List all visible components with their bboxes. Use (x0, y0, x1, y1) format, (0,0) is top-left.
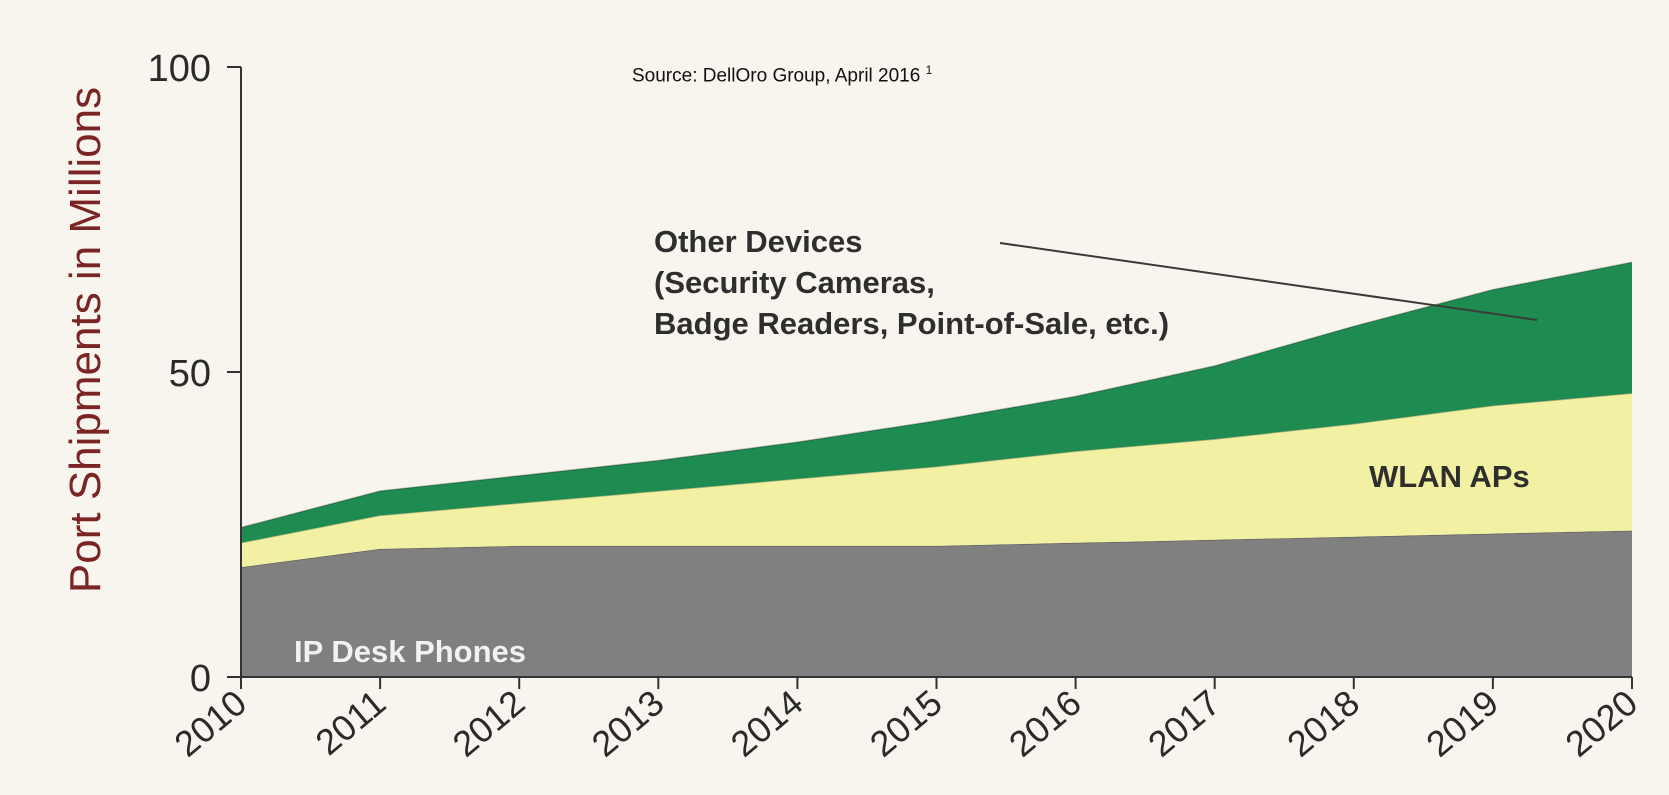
x-tick-label: 2012 (445, 682, 533, 765)
x-tick-label: 2011 (308, 682, 394, 763)
annotation-wlan: WLAN APs (1369, 459, 1530, 494)
area-wlan-aps (241, 393, 1632, 568)
x-tick-label: 2020 (1557, 682, 1645, 765)
source-text: Source: DellOro Group, April 2016 (632, 65, 921, 87)
source-note: Source: DellOro Group, April 2016 1 (632, 63, 932, 87)
x-tick-label: 2017 (1140, 682, 1228, 765)
x-tick-label: 2015 (862, 682, 950, 765)
y-axis-label: Port Shipments in Millions (61, 87, 110, 593)
y-tick-label: 50 (169, 353, 211, 395)
y-tick-label: 100 (148, 48, 211, 90)
x-tick-label: 2019 (1418, 682, 1506, 765)
annotation-other-devices-line: (Security Cameras, (654, 265, 935, 300)
source-footnote: 1 (925, 63, 933, 77)
edge-other-devices (240, 261, 1633, 529)
area-ip-desk-phones (241, 530, 1632, 677)
area-other-devices (241, 262, 1632, 543)
annotation-other-devices-line: Other Devices (654, 224, 863, 259)
x-tick-label: 2014 (723, 682, 811, 765)
annotation-other-devices-line: Badge Readers, Point-of-Sale, etc.) (654, 306, 1169, 341)
annotation-phones: IP Desk Phones (294, 634, 526, 669)
annotation-pointer-line (999, 242, 1538, 321)
x-tick-label: 2018 (1279, 682, 1367, 765)
x-tick-label: 2016 (1001, 682, 1089, 765)
y-tick-label: 0 (190, 658, 211, 700)
x-tick-label: 2013 (584, 682, 672, 765)
